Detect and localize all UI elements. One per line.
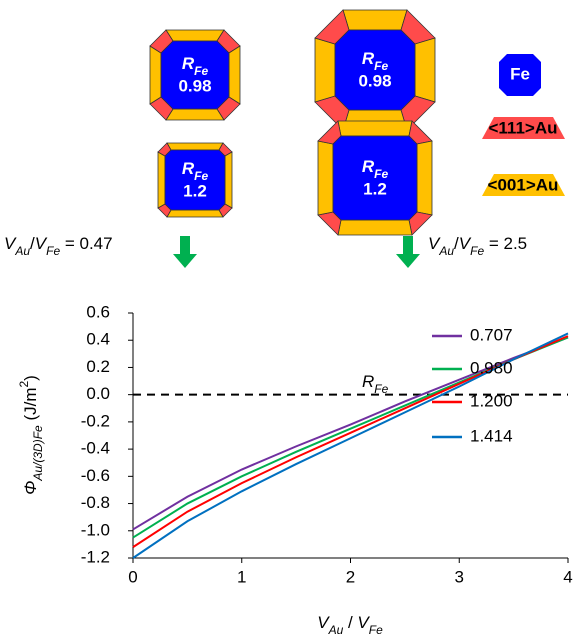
shape-symbol-part: Fe <box>374 167 388 181</box>
series-line <box>132 332 569 559</box>
facet <box>224 151 233 209</box>
y-tick-label: -0.4 <box>81 439 110 458</box>
y-axis-label: ΦAu/(3D)Fe (J/m2) <box>17 375 45 495</box>
arrow <box>396 236 420 268</box>
legend-label: 1.414 <box>470 426 513 445</box>
shape-symbol-part: Fe <box>194 64 208 78</box>
y-tick-label: 0.0 <box>86 384 110 403</box>
annotation-part: = 2.5 <box>484 234 527 253</box>
annotation: VAu/VFe = 0.47 <box>4 234 113 258</box>
shape-symbol-part: Fe <box>194 169 208 183</box>
facet <box>337 219 413 236</box>
facet <box>314 37 336 103</box>
y-tick-label: -0.6 <box>81 466 110 485</box>
key-fe <box>499 54 541 96</box>
core <box>164 149 226 211</box>
key-001 <box>482 174 565 196</box>
annotation-part: = 0.47 <box>60 234 112 253</box>
x-axis-label-part: Fe <box>369 623 383 637</box>
shape-value: 0.98 <box>178 76 211 95</box>
annotation: VAu/VFe = 2.5 <box>428 234 527 258</box>
x-tick-label: 4 <box>563 567 572 586</box>
y-axis-label-part: Φ <box>21 481 40 495</box>
legend-label: 0.707 <box>470 325 513 344</box>
y-tick-label: 0.2 <box>86 357 110 376</box>
y-tick-label: 0.6 <box>86 302 110 321</box>
shape-value: 0.98 <box>358 71 391 90</box>
x-axis-label: VAu / VFe <box>317 613 383 637</box>
annotation-part: V <box>35 234 48 253</box>
core <box>334 29 416 111</box>
facet <box>228 45 241 105</box>
y-tick-label: -0.2 <box>81 411 110 430</box>
legend-title-part: Fe <box>374 382 388 396</box>
y-tick-label: -0.8 <box>81 493 110 512</box>
facet <box>166 142 224 151</box>
series-line <box>132 336 569 531</box>
shape-symbol-part: R <box>182 159 195 178</box>
annotation-part: V <box>428 234 441 253</box>
shape-value: 1.2 <box>183 181 207 200</box>
annotation-part: Fe <box>470 244 484 258</box>
shape-symbol: RFe <box>182 54 209 78</box>
key-label: <111>Au <box>488 118 557 137</box>
x-axis-label-part: / <box>343 613 357 632</box>
facet <box>166 209 224 218</box>
annotation-part: / <box>30 234 35 253</box>
y-axis-label-part: 2 <box>17 380 31 387</box>
facet <box>414 37 436 103</box>
x-tick-label: 3 <box>455 567 464 586</box>
facet <box>342 9 408 31</box>
annotation-part: V <box>459 234 472 253</box>
facet <box>317 140 334 216</box>
facet <box>416 140 433 216</box>
arrow <box>173 236 197 268</box>
key-label: <001>Au <box>488 175 559 194</box>
shape-symbol-part: Fe <box>374 59 388 73</box>
annotation-part: Fe <box>46 244 60 258</box>
shape-symbol: RFe <box>182 159 209 183</box>
facet <box>149 45 162 105</box>
legend-label: 0.980 <box>470 358 513 377</box>
y-axis-label-part: Au/(3D)Fe <box>31 425 45 482</box>
core <box>160 40 230 110</box>
annotation-part: Au <box>438 244 454 258</box>
key-111 <box>482 117 565 139</box>
core <box>332 135 418 221</box>
y-axis-label-part: (J/m <box>21 387 40 425</box>
key-label: Fe <box>510 64 530 83</box>
shape-value: 1.2 <box>363 179 387 198</box>
x-axis-label-part: V <box>357 613 370 632</box>
annotation-part: / <box>454 234 459 253</box>
shape-symbol-part: R <box>362 157 375 176</box>
shape-symbol-part: R <box>182 54 195 73</box>
facet <box>337 120 413 137</box>
y-tick-label: 0.4 <box>86 330 110 349</box>
facet <box>157 151 166 209</box>
x-tick-label: 2 <box>346 567 355 586</box>
plot-area <box>133 313 568 558</box>
annotation-part: V <box>4 234 17 253</box>
x-tick-label: 0 <box>128 567 137 586</box>
y-tick-label: -1.0 <box>81 520 110 539</box>
legend-label: 1.200 <box>470 391 513 410</box>
legend-title-part: R <box>362 372 374 391</box>
facet <box>165 108 225 121</box>
x-axis-label-part: Au <box>328 623 344 637</box>
legend-title: RFe <box>362 372 389 396</box>
y-axis-label-part: ) <box>21 375 40 381</box>
shape-symbol: RFe <box>362 157 389 181</box>
x-tick-label: 1 <box>237 567 246 586</box>
shape-symbol-part: R <box>362 49 375 68</box>
annotation-part: Au <box>14 244 30 258</box>
y-tick-label: -1.2 <box>81 547 110 566</box>
facet <box>165 29 225 42</box>
shape-symbol: RFe <box>362 49 389 73</box>
x-axis-label-part: V <box>317 613 330 632</box>
